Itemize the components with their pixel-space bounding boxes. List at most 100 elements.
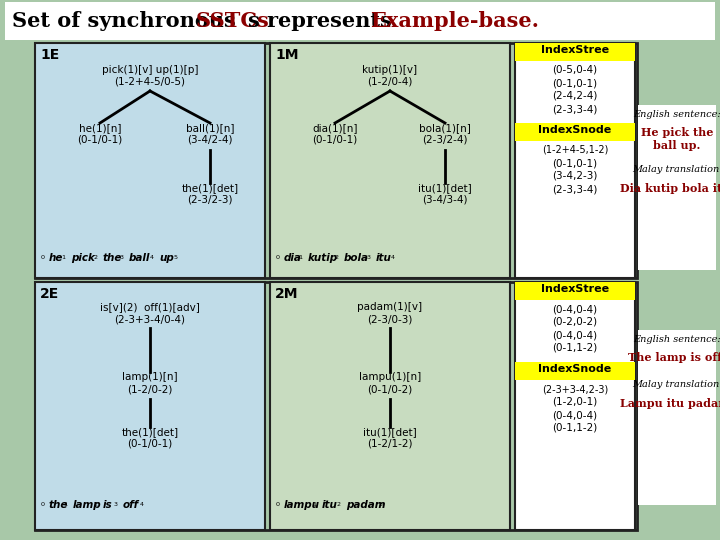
Text: Malay translation:: Malay translation: [631, 380, 720, 389]
FancyBboxPatch shape [515, 282, 635, 530]
Text: (0-1,0-1): (0-1,0-1) [552, 158, 598, 168]
Text: $_2$: $_2$ [334, 253, 340, 262]
Text: English sentence:: English sentence: [633, 335, 720, 344]
FancyBboxPatch shape [35, 282, 265, 530]
Text: (3-4,2-3): (3-4,2-3) [552, 171, 598, 181]
Text: (2-3+3-4/0-4): (2-3+3-4/0-4) [114, 314, 186, 324]
Text: Malay translation:: Malay translation: [631, 165, 720, 174]
Text: (0-4,0-4): (0-4,0-4) [552, 410, 598, 420]
Text: ball(1)[n]: ball(1)[n] [186, 123, 234, 133]
Text: is[v](2)  off(1)[adv]: is[v](2) off(1)[adv] [100, 302, 200, 312]
FancyBboxPatch shape [515, 282, 635, 300]
Text: kutip(1)[v]: kutip(1)[v] [362, 65, 418, 75]
Text: The lamp is off.: The lamp is off. [629, 352, 720, 363]
Text: $_4$: $_4$ [149, 253, 155, 262]
Text: (0-4,0-4): (0-4,0-4) [552, 304, 598, 314]
Text: off: off [123, 500, 139, 510]
Text: (1-2,0-1): (1-2,0-1) [552, 397, 598, 407]
FancyBboxPatch shape [515, 43, 635, 278]
Text: $_3$: $_3$ [378, 500, 384, 509]
Text: 2E: 2E [40, 287, 59, 301]
Text: (1-2/0-2): (1-2/0-2) [127, 384, 173, 394]
Text: (2-3/2-3): (2-3/2-3) [187, 195, 233, 205]
Text: (0-5,0-4): (0-5,0-4) [552, 65, 598, 75]
Text: (0-2,0-2): (0-2,0-2) [552, 317, 598, 327]
Text: (2-3,3-4): (2-3,3-4) [552, 104, 598, 114]
Text: (3-4/3-4): (3-4/3-4) [422, 195, 468, 205]
Text: (1-2+4-5,1-2): (1-2+4-5,1-2) [542, 145, 608, 155]
Text: pick(1)[v] up(1)[p]: pick(1)[v] up(1)[p] [102, 65, 198, 75]
FancyBboxPatch shape [270, 43, 510, 278]
Text: (2-3+3-4,2-3): (2-3+3-4,2-3) [542, 384, 608, 394]
Text: pick: pick [71, 253, 95, 263]
Text: (0-1/0-1): (0-1/0-1) [77, 135, 122, 145]
Text: IndexStree: IndexStree [541, 284, 609, 294]
FancyBboxPatch shape [5, 2, 715, 40]
Text: English sentence:: English sentence: [633, 110, 720, 119]
Text: (0-1,1-2): (0-1,1-2) [552, 343, 598, 353]
Text: $_1$: $_1$ [61, 253, 66, 262]
Text: $_0$: $_0$ [40, 253, 45, 262]
FancyBboxPatch shape [638, 330, 716, 505]
Text: Example-base.: Example-base. [370, 11, 539, 31]
Text: (1-2/1-2): (1-2/1-2) [367, 439, 413, 449]
Text: 1M: 1M [275, 48, 299, 62]
Text: itu(1)[det]: itu(1)[det] [363, 427, 417, 437]
Text: Dia kutip bola itu.: Dia kutip bola itu. [620, 183, 720, 194]
Text: IndexSnode: IndexSnode [539, 364, 611, 374]
Text: lampu(1)[n]: lampu(1)[n] [359, 372, 421, 382]
Text: $_2$: $_2$ [93, 500, 99, 509]
Text: $_0$: $_0$ [275, 253, 281, 262]
Text: lampu: lampu [284, 500, 320, 510]
Text: kutip: kutip [308, 253, 338, 263]
FancyBboxPatch shape [515, 362, 635, 380]
Text: (3-4/2-4): (3-4/2-4) [187, 135, 233, 145]
Text: IndexSnode: IndexSnode [539, 125, 611, 135]
Text: dia(1)[n]: dia(1)[n] [312, 123, 358, 133]
Text: $_3$: $_3$ [113, 500, 119, 509]
Text: the(1)[det]: the(1)[det] [181, 183, 238, 193]
Text: lamp(1)[n]: lamp(1)[n] [122, 372, 178, 382]
FancyBboxPatch shape [638, 105, 716, 270]
Text: $_1$: $_1$ [312, 500, 318, 509]
Text: 1E: 1E [40, 48, 59, 62]
Text: 2M: 2M [275, 287, 299, 301]
FancyBboxPatch shape [35, 43, 637, 278]
Text: lamp: lamp [73, 500, 102, 510]
Text: $_2$: $_2$ [93, 253, 99, 262]
Text: (2-3/0-3): (2-3/0-3) [367, 314, 413, 324]
Text: the(1)[det]: the(1)[det] [122, 427, 179, 437]
Text: bola: bola [344, 253, 369, 263]
Text: (2-3,3-4): (2-3,3-4) [552, 184, 598, 194]
Text: IndexStree: IndexStree [541, 45, 609, 55]
Text: (0-1,0-1): (0-1,0-1) [552, 78, 598, 88]
Text: Lampu itu padam.: Lampu itu padam. [620, 398, 720, 409]
Text: $_4$: $_4$ [390, 253, 396, 262]
Text: (2-4,2-4): (2-4,2-4) [552, 91, 598, 101]
Text: ball: ball [129, 253, 150, 263]
Text: itu(1)[det]: itu(1)[det] [418, 183, 472, 193]
Text: $_5$: $_5$ [173, 253, 179, 262]
Text: (1-2/0-4): (1-2/0-4) [367, 77, 413, 87]
Text: (0-1/0-1): (0-1/0-1) [127, 439, 173, 449]
Text: $_1$: $_1$ [298, 253, 304, 262]
Text: $_4$: $_4$ [139, 500, 145, 509]
Text: dia: dia [284, 253, 302, 263]
Text: $_0$: $_0$ [275, 500, 281, 509]
Text: itu: itu [322, 500, 338, 510]
Text: bola(1)[n]: bola(1)[n] [419, 123, 471, 133]
Text: (0-1/0-2): (0-1/0-2) [367, 384, 413, 394]
Text: the: the [49, 500, 68, 510]
Text: $_0$: $_0$ [40, 500, 45, 509]
Text: He pick the ball up.: He pick the ball up. [641, 127, 714, 151]
Text: $_3$: $_3$ [119, 253, 125, 262]
Text: padam(1)[v]: padam(1)[v] [357, 302, 423, 312]
Text: up: up [159, 253, 174, 263]
Text: padam: padam [346, 500, 385, 510]
Text: itu: itu [376, 253, 392, 263]
Text: the: the [103, 253, 122, 263]
Text: (2-3/2-4): (2-3/2-4) [422, 135, 468, 145]
Text: $_3$: $_3$ [366, 253, 372, 262]
Text: (0-4,0-4): (0-4,0-4) [552, 330, 598, 340]
FancyBboxPatch shape [35, 282, 637, 530]
